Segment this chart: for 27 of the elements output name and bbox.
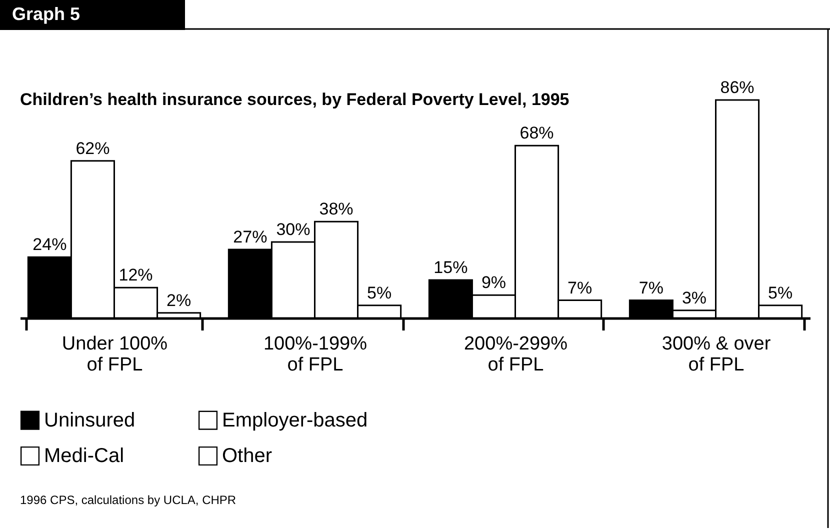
legend-label: Employer-based [222, 409, 368, 432]
data-label: 30% [276, 220, 310, 239]
data-label: 7% [638, 278, 664, 298]
legend-label: Uninsured [44, 409, 136, 432]
data-label: 9% [481, 273, 506, 292]
data-label: 24% [32, 235, 67, 254]
x-tick-label: 100%-199% of FPL [263, 334, 368, 376]
data-label: 3% [682, 288, 707, 308]
data-label: 27% [233, 228, 268, 247]
x-tick-label: 300% & over of FPL [662, 334, 772, 376]
text: 1996 CPS, calculations by UCLA, CHPR [20, 493, 236, 507]
data-label: 62% [76, 138, 110, 158]
legend-label: Medi-Cal [44, 445, 124, 467]
data-label: 15% [434, 258, 468, 277]
data-label: 12% [118, 266, 153, 285]
data-label: 38% [319, 200, 354, 219]
data-label: 86% [720, 78, 754, 97]
x-tick-label: 200%-299% of FPL [464, 334, 568, 376]
caption: Graph 5 [12, 4, 80, 24]
legend-label: Other [222, 445, 272, 467]
data-label: 5% [367, 283, 392, 302]
data-label: 2% [166, 290, 192, 310]
chart-title: Children’s health insurance sources, by Federal Poverty Level, 1995 [20, 90, 570, 109]
data-label: 68% [520, 124, 554, 143]
data-label: 5% [768, 283, 793, 302]
data-label: 7% [568, 278, 592, 298]
x-tick-label: Under 100% of FPL [62, 334, 168, 376]
